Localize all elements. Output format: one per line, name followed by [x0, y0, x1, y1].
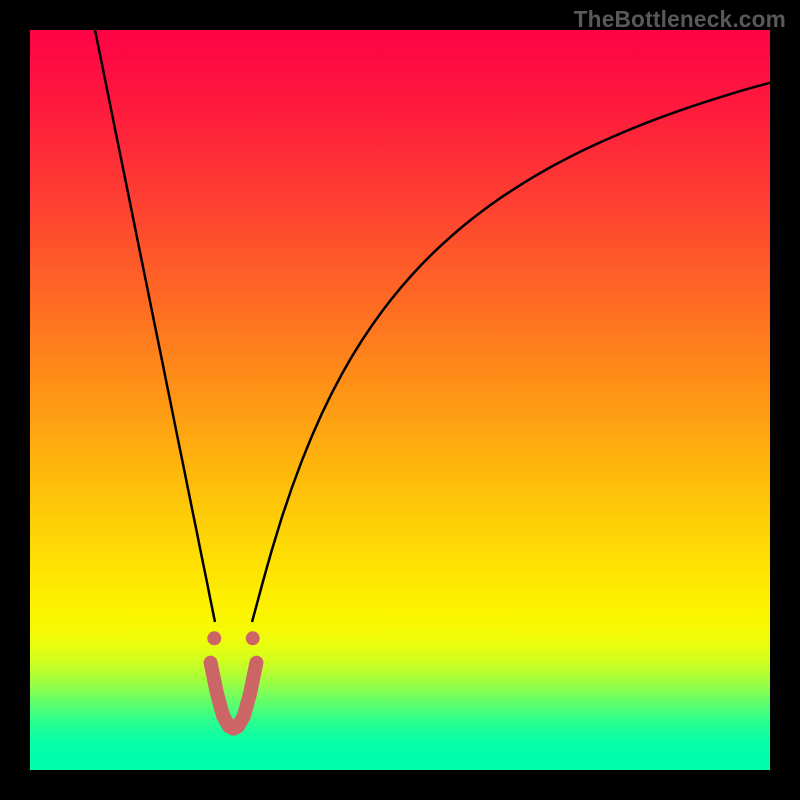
- chart-container: TheBottleneck.com: [0, 0, 800, 800]
- valley-marker-dot-right: [246, 631, 260, 645]
- bottleneck-curve-chart: [0, 0, 800, 800]
- plot-background-gradient: [30, 30, 770, 770]
- valley-marker-dot-left: [207, 631, 221, 645]
- watermark-text: TheBottleneck.com: [574, 6, 786, 33]
